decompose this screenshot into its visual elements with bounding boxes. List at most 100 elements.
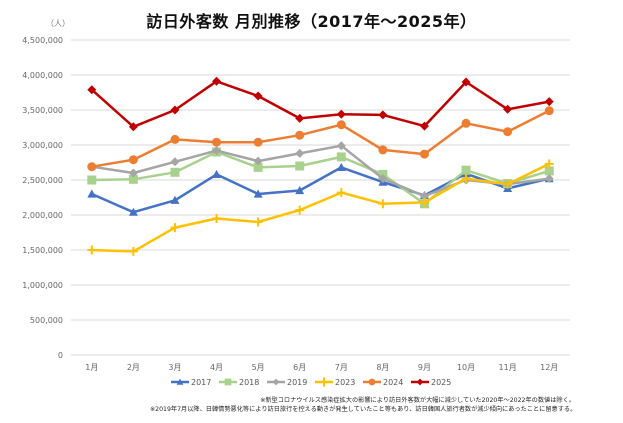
data-point-2025 [170, 105, 180, 115]
data-point-2017 [336, 162, 346, 171]
x-tick-label: 2月 [127, 363, 140, 372]
data-point-2025 [212, 76, 222, 86]
legend-item-2018: 2018 [219, 378, 259, 387]
data-point-2025 [503, 104, 513, 114]
data-point-2023 [253, 217, 263, 227]
data-point-2017 [253, 189, 263, 198]
data-point-2024 [170, 134, 180, 144]
data-point-2025 [253, 91, 263, 101]
legend-label: 2017 [191, 378, 211, 387]
x-axis-ticks: 1月 2月 3月 4月 5月 6月 7月 8月 9月 10月 11月 12月 [85, 363, 558, 372]
series-2024 [87, 106, 554, 172]
legend-label: 2019 [287, 378, 307, 387]
footnote-korea: ※2019年7月以降、日韓情勢悪化等により訪日旅行を控える動きが発生していたこと… [150, 406, 577, 413]
data-point-2018 [128, 174, 138, 184]
y-tick-label: 2,500,000 [22, 176, 63, 185]
data-point-2024 [253, 137, 263, 147]
data-point-2017 [87, 189, 97, 198]
footnote-covid: ※新型コロナウイルス感染症拡大の影響により訪日外客数が大幅に減少していた2020… [260, 397, 575, 404]
x-tick-label: 6月 [293, 363, 306, 372]
x-tick-label: 11月 [499, 363, 517, 372]
data-point-2025 [295, 113, 305, 123]
data-point-2019 [253, 156, 263, 166]
data-point-2024 [419, 149, 429, 159]
data-point-2024 [212, 137, 222, 147]
data-point-2024 [461, 118, 471, 128]
x-tick-label: 9月 [418, 363, 431, 372]
data-point-2018 [295, 161, 305, 171]
data-point-2019 [170, 157, 180, 167]
data-point-2019 [378, 174, 388, 184]
x-tick-label: 8月 [376, 363, 389, 372]
x-tick-label: 4月 [210, 363, 223, 372]
series-line-2024 [91, 109, 550, 168]
data-point-2023 [170, 223, 180, 233]
data-point-2018 [336, 152, 346, 162]
data-point-2025 [544, 97, 554, 107]
legend-item-2023: 2023 [315, 377, 355, 387]
legend-label: 2025 [431, 378, 451, 387]
data-point-2018 [170, 167, 180, 177]
data-point-2023 [212, 214, 222, 223]
legend-marker [272, 378, 280, 386]
y-tick-label: 3,500,000 [22, 106, 63, 115]
y-tick-label: 1,000,000 [22, 281, 63, 290]
data-point-2023 [378, 199, 388, 209]
series-line-2017 [91, 166, 550, 214]
data-point-2024 [128, 155, 138, 165]
legend-item-2024: 2024 [363, 378, 403, 387]
data-point-2025 [461, 77, 471, 87]
data-point-2024 [378, 145, 388, 155]
gridlines [71, 39, 570, 356]
y-axis-unit-label: （人） [46, 19, 70, 28]
legend: 2017 2018 2019 2023 2024 2025 [171, 377, 451, 387]
x-tick-label: 1月 [85, 363, 98, 372]
legend-label: 2023 [335, 378, 355, 387]
y-tick-label: 4,000,000 [22, 71, 63, 80]
series-2017 [87, 162, 554, 216]
x-tick-label: 5月 [252, 363, 265, 372]
series-2025 [87, 76, 554, 132]
data-point-2019 [128, 168, 138, 178]
data-point-2025 [128, 122, 138, 132]
legend-label: 2018 [239, 378, 259, 387]
data-point-2025 [378, 110, 388, 120]
y-tick-label: 3,000,000 [22, 141, 63, 150]
data-point-2019 [212, 146, 222, 156]
legend-marker [368, 378, 376, 386]
x-tick-label: 7月 [335, 363, 348, 372]
data-point-2019 [336, 141, 346, 151]
series-line-2025 [90, 80, 550, 129]
data-point-2017 [295, 186, 305, 195]
data-point-2018 [544, 166, 554, 176]
y-tick-label: 0 [58, 351, 63, 360]
data-point-2024 [336, 120, 346, 130]
data-point-2023 [461, 174, 471, 184]
y-tick-label: 4,500,000 [22, 36, 63, 45]
data-point-2018 [253, 162, 263, 172]
series-line-2018 [91, 150, 550, 206]
data-point-2024 [295, 130, 305, 140]
data-point-2018 [87, 175, 97, 185]
data-point-2024 [503, 127, 513, 137]
y-axis-ticks: 0 500,000 1,000,000 1,500,000 2,000,000 2,500… [22, 36, 63, 360]
data-point-2024 [544, 106, 554, 116]
data-point-2019 [419, 191, 429, 201]
data-point-2023 [419, 197, 429, 207]
data-point-2017 [212, 169, 222, 178]
x-tick-label: 12月 [540, 363, 558, 372]
series-group [87, 76, 554, 256]
data-point-2023 [87, 245, 97, 255]
data-point-2023 [128, 246, 138, 256]
y-tick-label: 1,500,000 [22, 246, 63, 255]
data-point-2024 [87, 162, 97, 172]
data-point-2025 [87, 85, 97, 95]
legend-item-2017: 2017 [171, 378, 211, 387]
legend-marker [224, 378, 232, 386]
legend-item-2025: 2025 [411, 378, 451, 387]
x-tick-label: 3月 [168, 363, 181, 372]
y-tick-label: 2,000,000 [22, 211, 63, 220]
series-2019 [87, 141, 554, 201]
x-tick-label: 10月 [457, 363, 475, 372]
data-point-2023 [295, 205, 305, 215]
